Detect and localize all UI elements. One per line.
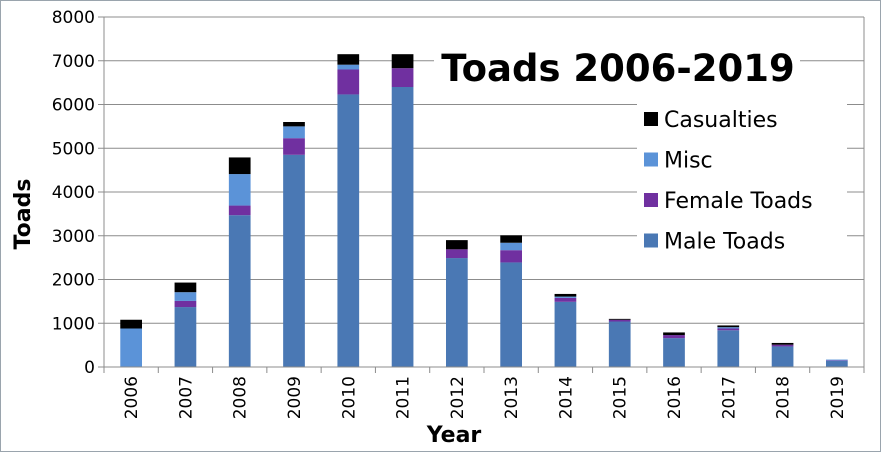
y-tick-label: 5000 — [52, 139, 95, 159]
bar-segment — [391, 68, 414, 87]
bar-segment — [391, 54, 414, 69]
bar-segment — [337, 94, 360, 367]
y-tick-label: 0 — [84, 358, 95, 378]
y-tick-label: 4000 — [52, 183, 95, 203]
title-background — [434, 42, 800, 94]
y-tick-label: 2000 — [52, 271, 95, 291]
x-tick-label: 2016 — [665, 376, 685, 419]
x-tick-label: 2015 — [611, 376, 631, 419]
bar-segment — [826, 360, 848, 367]
x-tick-label: 2018 — [774, 376, 794, 419]
x-tick-label: 2011 — [394, 376, 414, 419]
x-tick-label: 2012 — [448, 376, 468, 419]
bar-segment — [446, 240, 468, 250]
bar-segment — [500, 250, 522, 263]
bar-segment — [337, 54, 360, 65]
bar-segment — [554, 296, 577, 298]
bar-segment — [228, 215, 251, 367]
bar-segment — [228, 174, 251, 206]
y-tick-label: 7000 — [52, 52, 95, 72]
bar-segment — [228, 205, 251, 216]
bar-segment — [826, 359, 848, 361]
bar-segment — [717, 327, 740, 329]
bar-segment — [446, 258, 468, 367]
x-tick-label: 2017 — [719, 376, 739, 419]
bar-segment — [717, 330, 740, 367]
bar-segment — [120, 328, 142, 367]
bar-segment — [283, 122, 305, 127]
bar-segment — [771, 342, 794, 345]
bar-segment — [717, 325, 740, 328]
bar-segment — [608, 318, 631, 320]
bar-segment — [391, 87, 414, 367]
x-tick-label: 2009 — [285, 376, 305, 419]
bar-segment — [283, 126, 305, 139]
bar-segment — [174, 292, 197, 301]
chart-title: Toads 2006-2019 — [441, 47, 794, 90]
bar-segment — [283, 138, 305, 155]
y-tick-label: 1000 — [52, 314, 95, 334]
legend-swatch — [644, 193, 658, 207]
y-tick-label: 8000 — [52, 8, 95, 28]
bar-segment — [663, 332, 685, 336]
x-tick-label: 2013 — [502, 376, 522, 419]
bar-segment — [337, 64, 360, 70]
bar-segment — [554, 301, 577, 367]
bar-segment — [446, 249, 468, 259]
bar-segment — [500, 262, 522, 367]
bar-segment — [554, 297, 577, 302]
bar-segment — [283, 154, 305, 367]
x-tick-label: 2006 — [122, 376, 142, 419]
bar-segment — [663, 335, 685, 339]
bar-segment — [771, 346, 794, 367]
y-axis-title: Toads — [11, 179, 36, 250]
legend-label: Male Toads — [664, 230, 785, 255]
y-tick-label: 6000 — [52, 96, 95, 116]
x-axis-title: Year — [426, 423, 482, 448]
bar-segment — [608, 319, 631, 322]
bar-segment — [717, 328, 740, 331]
legend-swatch — [644, 233, 658, 248]
legend-swatch — [644, 152, 658, 167]
legend-label: Female Toads — [664, 189, 813, 214]
x-tick-label: 2008 — [231, 376, 251, 419]
y-tick-label: 3000 — [52, 227, 95, 247]
bar-segment — [554, 293, 577, 297]
bar-segment — [771, 344, 794, 347]
bar-segment — [174, 282, 197, 293]
legend-background — [637, 101, 847, 263]
x-tick-label: 2014 — [556, 376, 576, 419]
bar-segment — [608, 321, 631, 367]
x-tick-label: 2007 — [176, 376, 196, 419]
legend-label: Casualties — [664, 108, 778, 133]
legend-label: Misc — [664, 149, 713, 174]
bar-segment — [120, 319, 142, 329]
bar-segment — [500, 235, 522, 243]
bar-segment — [228, 157, 251, 175]
bar-segment — [663, 338, 685, 367]
legend-swatch — [644, 112, 658, 126]
x-tick-label: 2010 — [339, 376, 359, 419]
x-tick-label: 2019 — [828, 376, 848, 419]
bar-segment — [337, 69, 360, 95]
bar-segment — [500, 242, 522, 251]
bar-segment — [174, 307, 197, 367]
bar-segment — [174, 300, 197, 308]
